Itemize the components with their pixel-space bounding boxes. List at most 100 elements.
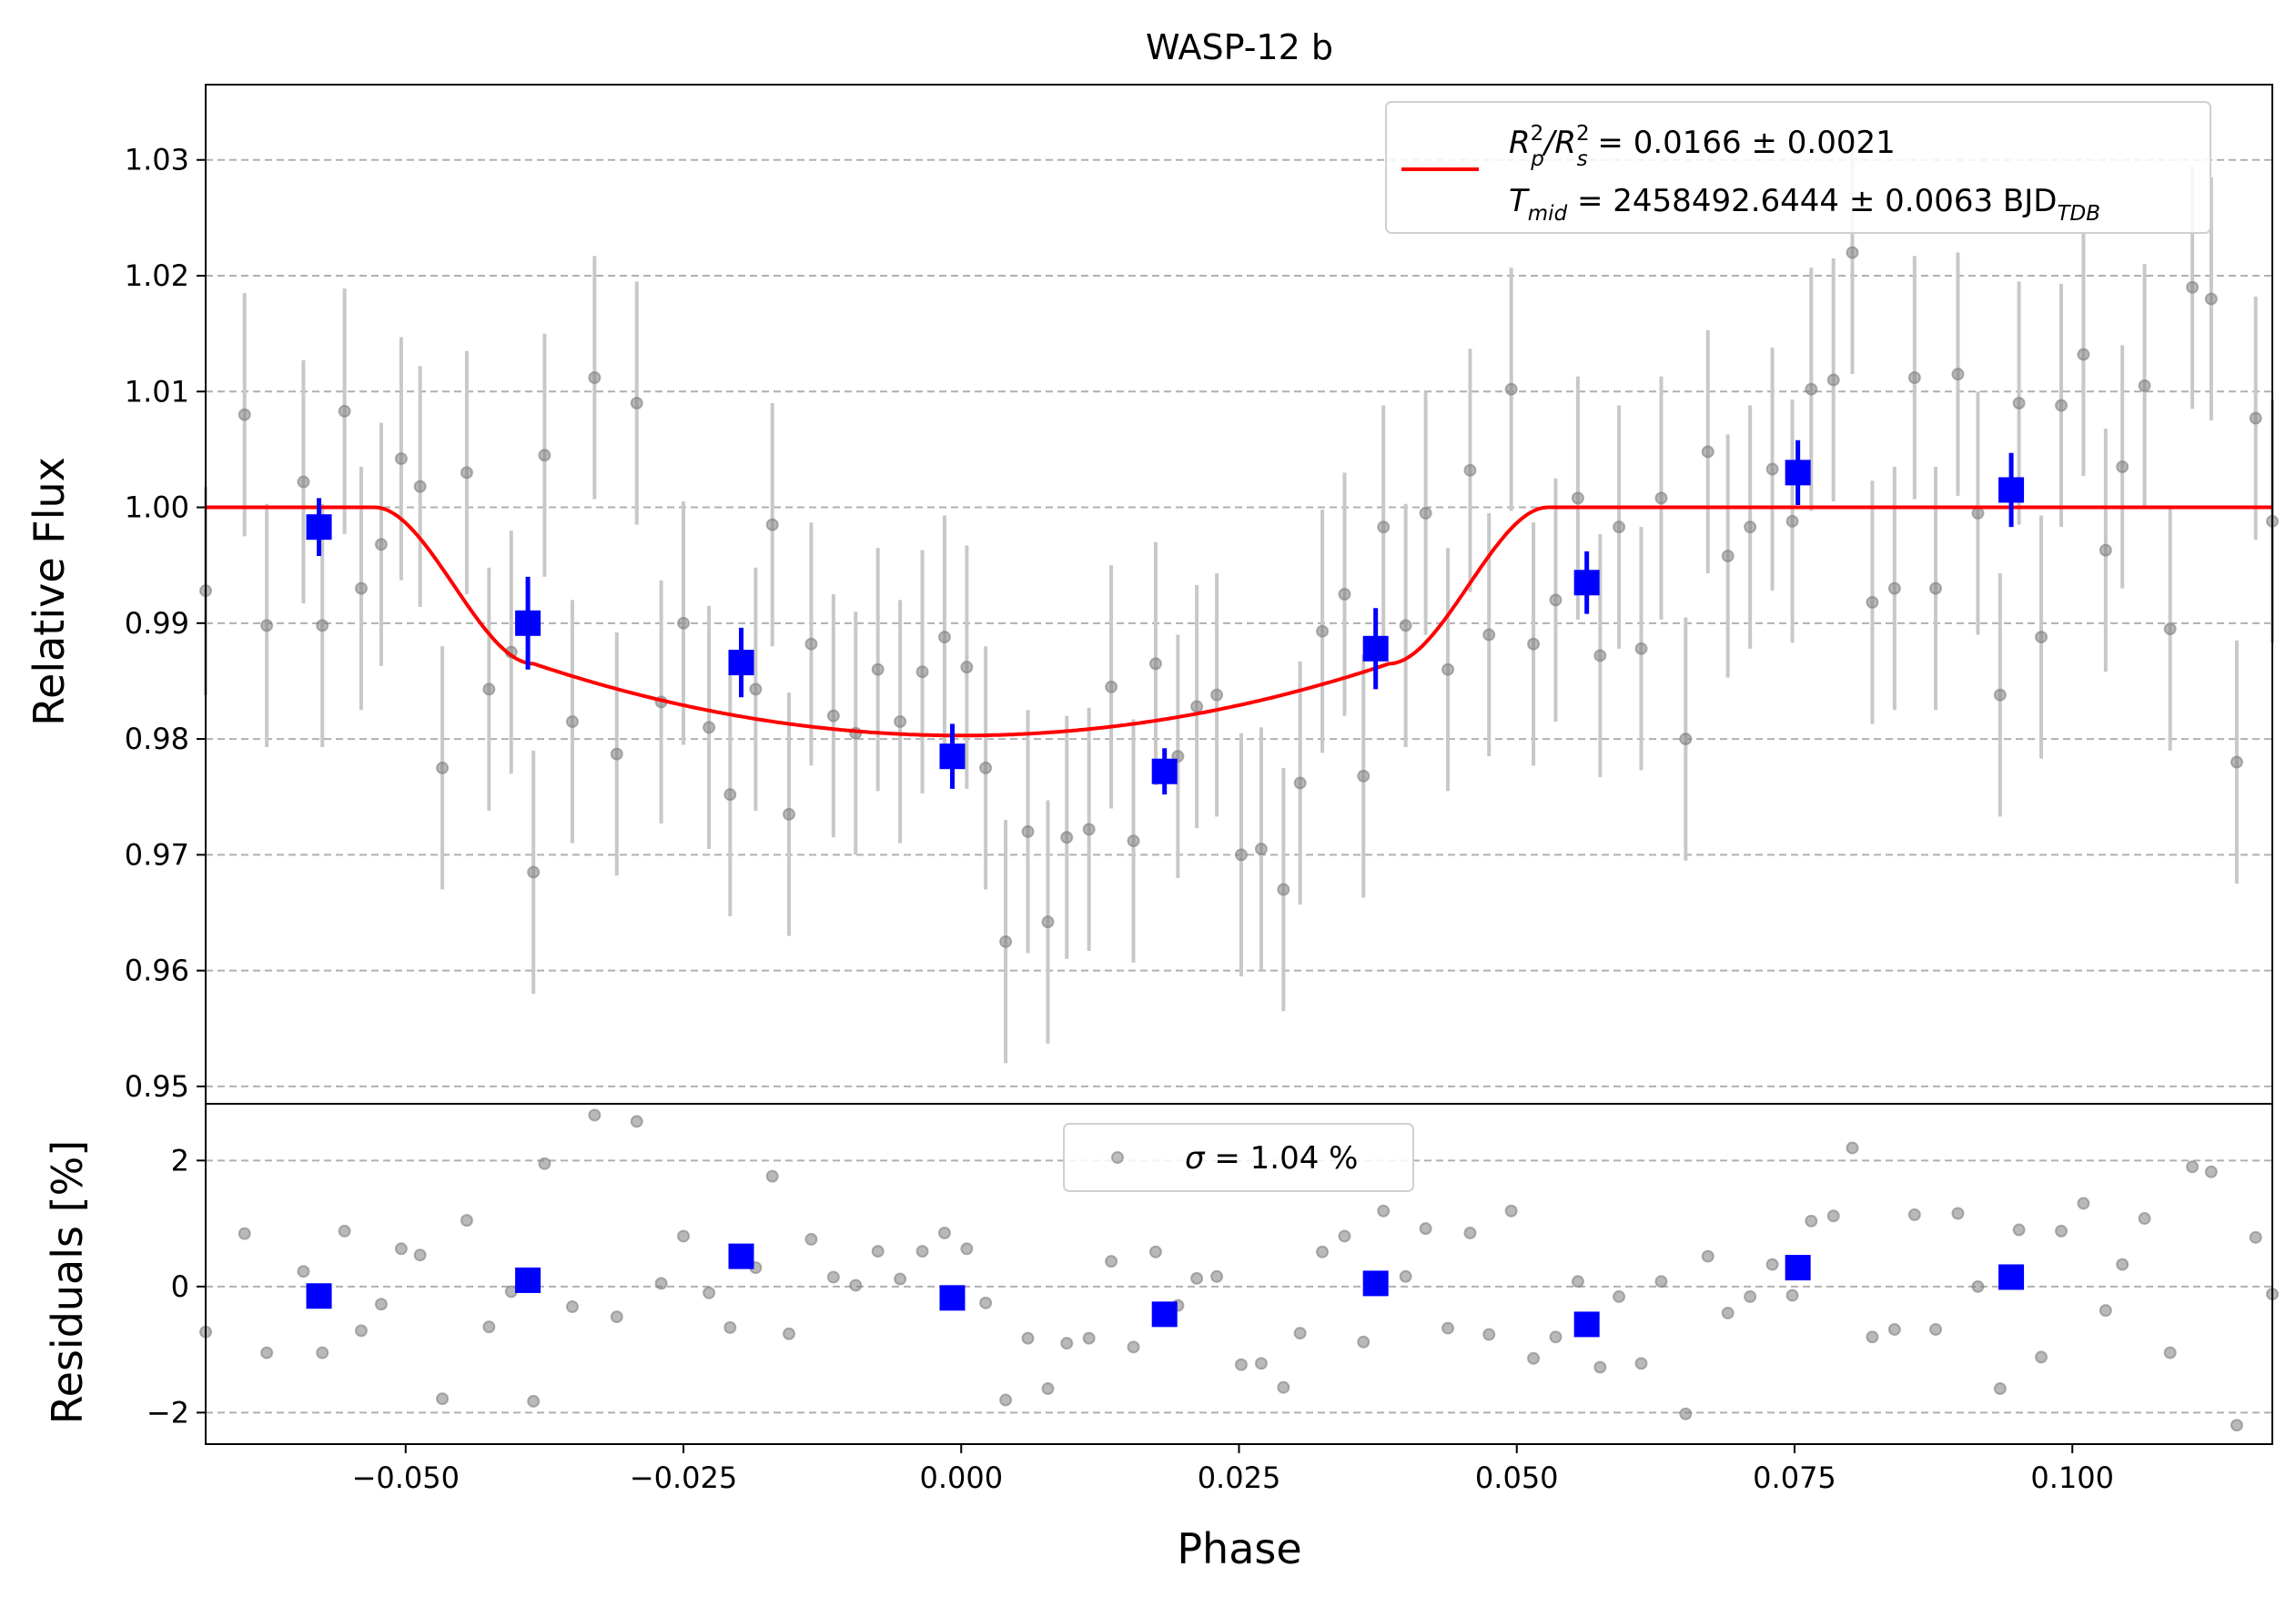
flux-binned-point	[306, 514, 332, 541]
flux-raw-point	[894, 715, 907, 728]
flux-raw-point	[2035, 631, 2048, 644]
flux-raw-point	[436, 761, 450, 774]
residual-raw-point	[1951, 1207, 1965, 1220]
flux-y-tick-label: 0.99	[125, 606, 189, 641]
residual-raw-point	[297, 1265, 310, 1279]
flux-raw-point	[338, 404, 351, 418]
flux-raw-point	[2055, 399, 2068, 412]
flux-raw-point	[1571, 491, 1584, 505]
flux-panel: 0.95 0.96 0.97 0.98 0.99 1.00 1.01 1.02 1.03 Rel…	[25, 84, 2279, 1105]
residual-raw-point	[2230, 1419, 2243, 1432]
residual-raw-point	[765, 1169, 779, 1183]
flux-raw-point	[2077, 348, 2090, 361]
residual-raw-point	[1463, 1226, 1477, 1239]
residual-raw-point	[894, 1272, 907, 1286]
flux-raw-point	[1654, 491, 1668, 505]
residual-raw-point	[871, 1245, 885, 1258]
residual-raw-point	[1721, 1306, 1735, 1319]
residual-binned-point	[306, 1283, 332, 1309]
residual-binned-point	[1362, 1270, 1389, 1297]
residual-panel: −2 0 2 Residuals [%] σ = 1.04 %	[43, 1103, 2279, 1445]
flux-y-tick-label: 1.01	[125, 374, 189, 409]
residual-raw-point	[2035, 1350, 2048, 1364]
flux-raw-point	[460, 466, 473, 480]
residual-raw-point	[937, 1226, 951, 1239]
flux-raw-point	[1293, 776, 1307, 790]
legend-sigma-value: = 1.04 %	[1205, 1140, 1359, 1177]
flux-raw-point	[677, 616, 691, 630]
flux-binned-point	[939, 743, 966, 770]
legend-tdb-sub: TDB	[2057, 202, 2100, 226]
legend-tmid-symbol: T	[1509, 183, 1530, 219]
residual-raw-point	[1082, 1331, 1096, 1345]
flux-y-tick-label: 0.98	[125, 722, 189, 756]
residual-raw-point	[238, 1227, 251, 1240]
flux-raw-point	[2186, 280, 2200, 294]
flux-raw-point	[1105, 680, 1118, 693]
flux-raw-point	[1721, 550, 1735, 562]
flux-raw-point	[1866, 595, 1879, 609]
flux-y-tick-label: 1.03	[125, 143, 189, 177]
flux-raw-point	[1148, 657, 1162, 671]
residual-raw-point	[1277, 1380, 1290, 1394]
flux-raw-point	[1504, 382, 1518, 396]
residual-raw-point	[1399, 1269, 1412, 1283]
residual-raw-point	[1148, 1245, 1162, 1258]
flux-binned-point	[1998, 477, 2025, 503]
residual-raw-point	[723, 1320, 737, 1334]
residual-raw-point	[1765, 1258, 1779, 1271]
flux-raw-point	[871, 662, 885, 676]
flux-raw-point	[1419, 506, 1432, 520]
flux-raw-point	[1679, 733, 1693, 746]
residual-binned-point	[1785, 1255, 1811, 1281]
residual-raw-point	[610, 1310, 623, 1324]
flux-raw-point	[1527, 637, 1541, 651]
residual-raw-point	[338, 1224, 351, 1238]
flux-raw-point	[1399, 619, 1412, 632]
legend-rs-sup: 2	[1576, 122, 1590, 146]
residual-raw-point	[1826, 1209, 1840, 1223]
flux-raw-point	[1463, 463, 1477, 477]
flux-raw-point	[1210, 688, 1224, 702]
flux-binned-point	[1151, 758, 1178, 784]
residual-raw-point	[630, 1115, 643, 1128]
flux-raw-point	[630, 397, 643, 409]
flux-raw-point	[588, 371, 602, 384]
flux-raw-point	[482, 682, 496, 696]
residual-raw-point	[2055, 1224, 2068, 1238]
residual-raw-point	[316, 1346, 329, 1359]
residual-binned-point	[1573, 1311, 1600, 1338]
legend-rp-sup: 2	[1531, 122, 1544, 146]
residual-raw-point	[1316, 1245, 1330, 1258]
flux-legend-radius-ratio: R2 p/R2 s = 0.0166 ± 0.0021	[1509, 122, 1896, 171]
residual-legend-box	[1063, 1123, 1414, 1192]
x-tick-label: 0.025	[1198, 1460, 1281, 1495]
flux-raw-point	[565, 715, 579, 728]
flux-raw-point	[1549, 593, 1563, 607]
residual-raw-point	[1127, 1340, 1140, 1354]
flux-raw-point	[1951, 368, 1965, 381]
residual-raw-point	[1679, 1407, 1693, 1420]
residual-binned-point	[515, 1267, 541, 1293]
residual-raw-point	[1482, 1328, 1496, 1341]
flux-raw-point	[1316, 624, 1330, 638]
flux-raw-point	[937, 631, 951, 644]
residual-raw-point	[460, 1214, 473, 1228]
flux-raw-point	[703, 721, 716, 734]
residual-raw-point	[979, 1296, 993, 1309]
flux-raw-point	[1234, 848, 1248, 862]
residual-raw-point	[1866, 1330, 1879, 1344]
residual-raw-point	[1527, 1351, 1541, 1365]
residual-raw-points	[199, 1108, 2279, 1432]
residual-raw-point	[413, 1248, 427, 1262]
legend-rs-symbol: /R	[1542, 125, 1576, 161]
flux-raw-point	[1593, 649, 1607, 662]
residual-y-ticks: −2 0 2	[147, 1143, 206, 1430]
flux-raw-point	[1482, 628, 1496, 642]
residual-raw-point	[1744, 1289, 1757, 1303]
x-tick-label: −0.050	[352, 1460, 460, 1495]
residual-raw-point	[394, 1242, 408, 1256]
residual-raw-point	[1907, 1208, 1921, 1221]
flux-raw-errorbars	[204, 130, 2274, 1064]
